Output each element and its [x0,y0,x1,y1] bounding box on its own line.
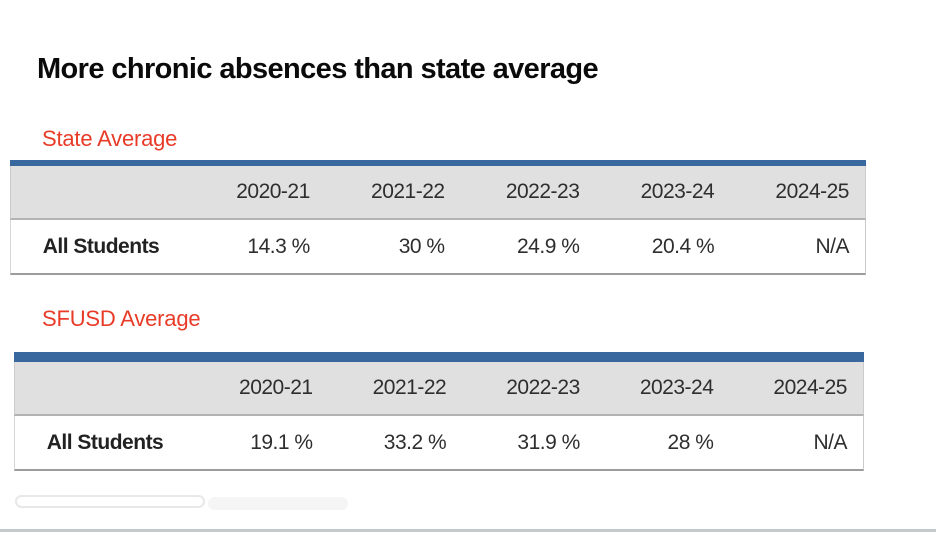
header-year-cell: 2022-23 [506,376,580,399]
table-data-row: All Students 19.1 % 33.2 % 31.9 % 28 % N… [14,416,864,471]
table-top-accent-bar [14,352,864,362]
value-cell: 19.1 % [250,430,313,454]
sfusd-average-section-label: SFUSD Average [42,306,201,331]
table-header-row: 2020-21 2021-22 2022-23 2023-24 2024-25 [14,362,864,416]
value-cell: 31.9 % [517,430,580,454]
value-cell: N/A [813,430,847,454]
header-year-cell: 2023-24 [639,376,714,399]
row-label-cell: All Students [42,234,160,258]
state-average-table: 2020-21 2021-22 2022-23 2023-24 2024-25 … [10,160,866,275]
value-cell: 14.3 % [247,234,310,258]
value-cell: 24.9 % [517,234,580,258]
cutoff-element-pill [208,497,348,510]
row-label-cell: All Students [46,430,164,454]
bottom-divider-rule [0,529,936,532]
state-average-section-label: State Average [42,126,178,151]
header-year-cell: 2023-24 [640,180,715,203]
table-data-row: All Students 14.3 % 30 % 24.9 % 20.4 % N… [10,220,866,275]
header-year-cell: 2021-22 [372,376,447,399]
value-cell: 30 % [398,234,445,258]
header-year-cell: 2021-22 [371,180,445,203]
header-year-cell: 2022-23 [505,180,580,203]
value-cell: 33.2 % [383,430,447,454]
header-year-cell: 2024-25 [773,376,847,399]
page-title: More chronic absences than state average [37,53,599,85]
cutoff-element-outline [15,495,205,508]
value-cell: N/A [815,234,849,258]
header-year-cell: 2024-25 [775,180,849,203]
table-header-row: 2020-21 2021-22 2022-23 2023-24 2024-25 [10,166,866,220]
value-cell: 28 % [667,430,714,454]
header-year-cell: 2020-21 [239,376,313,399]
sfusd-average-table: 2020-21 2021-22 2022-23 2023-24 2024-25 … [14,352,864,471]
header-year-cell: 2020-21 [236,180,310,203]
table-top-accent-bar [10,160,866,166]
value-cell: 20.4 % [651,234,715,258]
